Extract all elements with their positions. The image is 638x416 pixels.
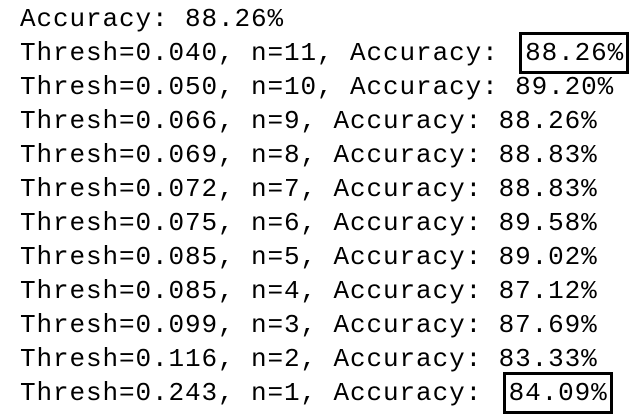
output-line: Thresh=0.075, n=6, Accuracy: 89.58% bbox=[20, 206, 638, 240]
accuracy: 88.26% bbox=[185, 4, 285, 34]
output-line: Accuracy: 88.26% bbox=[20, 2, 638, 36]
highlighted-accuracy: 88.26% bbox=[519, 32, 630, 74]
accuracy: 87.69% bbox=[498, 310, 598, 340]
line-text: Thresh=0.066, n=9, Accuracy: bbox=[20, 106, 499, 136]
accuracy: 89.02% bbox=[498, 242, 598, 272]
accuracy: 88.83% bbox=[498, 174, 598, 204]
line-text: Accuracy: bbox=[20, 4, 186, 34]
accuracy: 89.58% bbox=[498, 208, 598, 238]
output-line: Thresh=0.085, n=4, Accuracy: 87.12% bbox=[20, 274, 638, 308]
line-text: Thresh=0.085, n=5, Accuracy: bbox=[20, 242, 499, 272]
line-text: Thresh=0.069, n=8, Accuracy: bbox=[20, 140, 499, 170]
line-text: Thresh=0.116, n=2, Accuracy: bbox=[20, 344, 499, 374]
accuracy: 87.12% bbox=[498, 276, 598, 306]
line-text: Thresh=0.072, n=7, Accuracy: bbox=[20, 174, 499, 204]
line-text: Thresh=0.040, n=11, Accuracy: bbox=[20, 38, 516, 68]
output-line: Thresh=0.085, n=5, Accuracy: 89.02% bbox=[20, 240, 638, 274]
accuracy: 83.33% bbox=[498, 344, 598, 374]
accuracy: 88.26% bbox=[498, 106, 598, 136]
output-line: Thresh=0.072, n=7, Accuracy: 88.83% bbox=[20, 172, 638, 206]
accuracy: 88.83% bbox=[498, 140, 598, 170]
line-text: Thresh=0.085, n=4, Accuracy: bbox=[20, 276, 499, 306]
output-line: Thresh=0.243, n=1, Accuracy: 84.09% bbox=[20, 372, 638, 414]
line-text: Thresh=0.050, n=10, Accuracy: bbox=[20, 72, 516, 102]
output-line: Thresh=0.099, n=3, Accuracy: 87.69% bbox=[20, 308, 638, 342]
output-line: Thresh=0.116, n=2, Accuracy: 83.33% bbox=[20, 342, 638, 376]
accuracy: 89.20% bbox=[515, 72, 615, 102]
line-text: Thresh=0.243, n=1, Accuracy: bbox=[20, 378, 499, 408]
line-text: Thresh=0.099, n=3, Accuracy: bbox=[20, 310, 499, 340]
output-line: Thresh=0.066, n=9, Accuracy: 88.26% bbox=[20, 104, 638, 138]
line-text: Thresh=0.075, n=6, Accuracy: bbox=[20, 208, 499, 238]
highlighted-accuracy: 84.09% bbox=[502, 372, 613, 414]
output-line: Thresh=0.050, n=10, Accuracy: 89.20% bbox=[20, 70, 638, 104]
output-line: Thresh=0.040, n=11, Accuracy: 88.26% bbox=[20, 32, 638, 74]
output-line: Thresh=0.069, n=8, Accuracy: 88.83% bbox=[20, 138, 638, 172]
